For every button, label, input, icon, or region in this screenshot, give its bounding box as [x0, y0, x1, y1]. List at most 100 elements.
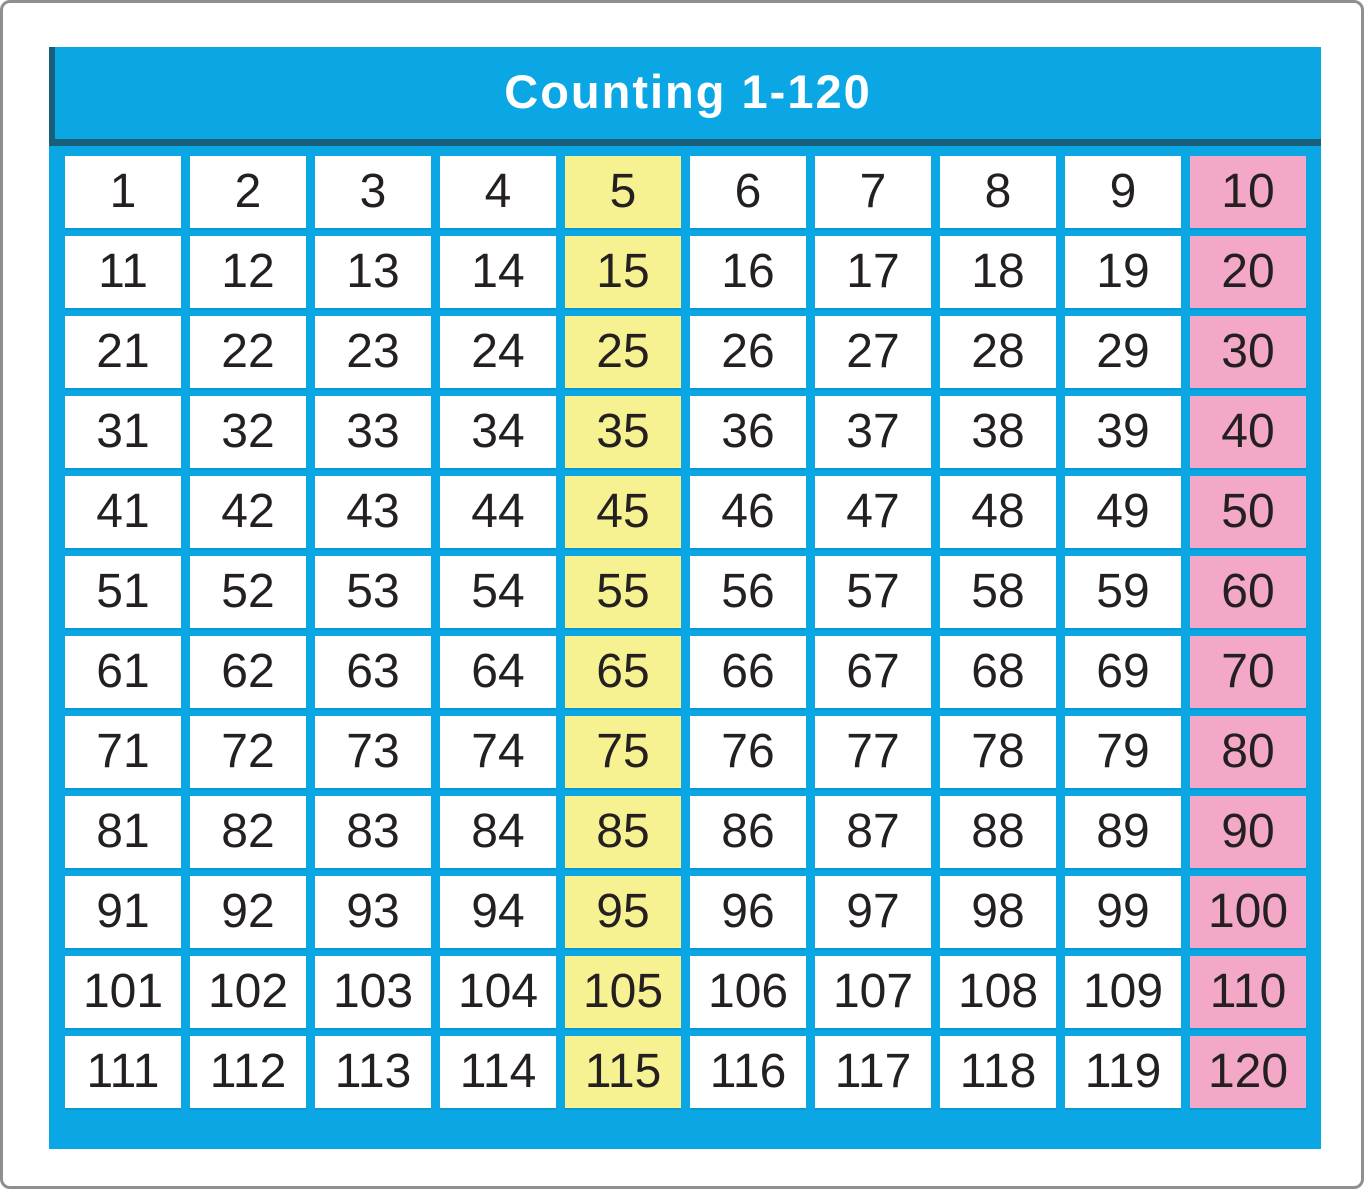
- number-cell: 75: [565, 716, 681, 788]
- number-grid: 1 2 3 4 5 6 7 8 9 10 11 12 13 14 15 16 17 18 19 20 21 22 23 24 2…: [65, 156, 1306, 1108]
- number-cell: 72: [190, 716, 306, 788]
- number-cell: 64: [440, 636, 556, 708]
- number-cell: 118: [940, 1036, 1056, 1108]
- number-cell: 55: [565, 556, 681, 628]
- number-cell: 56: [690, 556, 806, 628]
- number-cell: 100: [1190, 876, 1306, 948]
- number-cell: 110: [1190, 956, 1306, 1028]
- number-cell: 62: [190, 636, 306, 708]
- number-cell: 13: [315, 236, 431, 308]
- number-cell: 82: [190, 796, 306, 868]
- number-cell: 108: [940, 956, 1056, 1028]
- number-cell: 115: [565, 1036, 681, 1108]
- number-cell: 51: [65, 556, 181, 628]
- number-cell: 79: [1065, 716, 1181, 788]
- number-cell: 33: [315, 396, 431, 468]
- number-cell: 90: [1190, 796, 1306, 868]
- number-cell: 97: [815, 876, 931, 948]
- number-cell: 104: [440, 956, 556, 1028]
- number-cell: 107: [815, 956, 931, 1028]
- number-cell: 53: [315, 556, 431, 628]
- number-cell: 46: [690, 476, 806, 548]
- number-cell: 68: [940, 636, 1056, 708]
- number-cell: 18: [940, 236, 1056, 308]
- number-cell: 26: [690, 316, 806, 388]
- number-cell: 105: [565, 956, 681, 1028]
- number-cell: 35: [565, 396, 681, 468]
- number-cell: 41: [65, 476, 181, 548]
- number-cell: 113: [315, 1036, 431, 1108]
- number-cell: 95: [565, 876, 681, 948]
- number-cell: 77: [815, 716, 931, 788]
- number-cell: 60: [1190, 556, 1306, 628]
- number-cell: 76: [690, 716, 806, 788]
- number-cell: 3: [315, 156, 431, 228]
- number-cell: 120: [1190, 1036, 1306, 1108]
- number-cell: 7: [815, 156, 931, 228]
- number-cell: 22: [190, 316, 306, 388]
- number-cell: 71: [65, 716, 181, 788]
- number-cell: 29: [1065, 316, 1181, 388]
- number-cell: 39: [1065, 396, 1181, 468]
- number-cell: 78: [940, 716, 1056, 788]
- number-cell: 30: [1190, 316, 1306, 388]
- number-cell: 67: [815, 636, 931, 708]
- number-cell: 88: [940, 796, 1056, 868]
- number-cell: 66: [690, 636, 806, 708]
- number-cell: 45: [565, 476, 681, 548]
- number-cell: 86: [690, 796, 806, 868]
- number-cell: 43: [315, 476, 431, 548]
- number-cell: 5: [565, 156, 681, 228]
- number-cell: 63: [315, 636, 431, 708]
- number-cell: 27: [815, 316, 931, 388]
- number-cell: 58: [940, 556, 1056, 628]
- number-cell: 59: [1065, 556, 1181, 628]
- number-cell: 114: [440, 1036, 556, 1108]
- number-cell: 109: [1065, 956, 1181, 1028]
- number-cell: 32: [190, 396, 306, 468]
- number-cell: 73: [315, 716, 431, 788]
- title-bar: Counting 1-120: [49, 47, 1321, 146]
- number-cell: 103: [315, 956, 431, 1028]
- number-cell: 17: [815, 236, 931, 308]
- number-cell: 11: [65, 236, 181, 308]
- number-cell: 49: [1065, 476, 1181, 548]
- number-cell: 96: [690, 876, 806, 948]
- number-cell: 31: [65, 396, 181, 468]
- number-cell: 25: [565, 316, 681, 388]
- number-cell: 42: [190, 476, 306, 548]
- number-cell: 81: [65, 796, 181, 868]
- number-cell: 15: [565, 236, 681, 308]
- number-cell: 94: [440, 876, 556, 948]
- number-cell: 80: [1190, 716, 1306, 788]
- number-cell: 65: [565, 636, 681, 708]
- number-cell: 19: [1065, 236, 1181, 308]
- counting-chart-panel: Counting 1-120 1 2 3 4 5 6 7 8 9 10 11 12 13 14 15 16 17…: [49, 47, 1321, 1149]
- number-cell: 89: [1065, 796, 1181, 868]
- number-cell: 36: [690, 396, 806, 468]
- number-cell: 24: [440, 316, 556, 388]
- number-cell: 91: [65, 876, 181, 948]
- number-cell: 10: [1190, 156, 1306, 228]
- chart-title: Counting 1-120: [504, 64, 872, 118]
- number-cell: 85: [565, 796, 681, 868]
- number-cell: 87: [815, 796, 931, 868]
- number-cell: 70: [1190, 636, 1306, 708]
- number-cell: 47: [815, 476, 931, 548]
- number-cell: 8: [940, 156, 1056, 228]
- number-cell: 101: [65, 956, 181, 1028]
- number-cell: 40: [1190, 396, 1306, 468]
- number-cell: 69: [1065, 636, 1181, 708]
- number-cell: 50: [1190, 476, 1306, 548]
- number-cell: 119: [1065, 1036, 1181, 1108]
- number-cell: 102: [190, 956, 306, 1028]
- number-cell: 16: [690, 236, 806, 308]
- number-cell: 61: [65, 636, 181, 708]
- number-cell: 28: [940, 316, 1056, 388]
- number-cell: 92: [190, 876, 306, 948]
- number-cell: 57: [815, 556, 931, 628]
- number-cell: 83: [315, 796, 431, 868]
- number-cell: 37: [815, 396, 931, 468]
- number-cell: 93: [315, 876, 431, 948]
